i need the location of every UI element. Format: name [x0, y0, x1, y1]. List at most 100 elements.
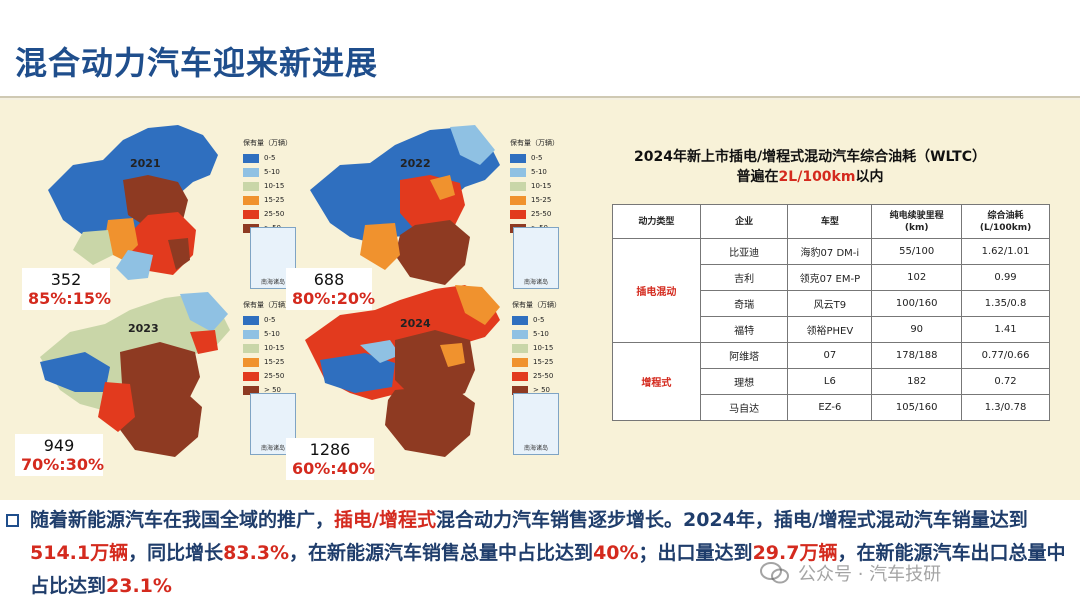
inset-label: 南海诸岛 [260, 279, 285, 286]
table-cell: 1.35/0.8 [961, 290, 1050, 317]
legend-item: 5-10 [510, 165, 580, 179]
table-cell: 55/100 [871, 238, 963, 265]
legend-label: 10-15 [531, 182, 552, 190]
south-china-sea-inset: 南海诸岛 [250, 227, 296, 289]
stat-box-2023: 949 70%:30% [15, 434, 104, 476]
summary-paragraph: 随着新能源汽车在我国全域的推广，插电/增程式混合动力汽车销售逐步增长。2024年… [30, 509, 1066, 597]
table-cell: 比亚迪 [699, 238, 789, 265]
legend-label: 10-15 [533, 344, 554, 352]
inset-label: 南海诸岛 [523, 279, 548, 286]
table-cell: 1.41 [961, 316, 1050, 343]
china-map-2023 [40, 292, 230, 457]
legend-label: 25-50 [533, 372, 554, 380]
legend-title: 保有量（万辆） [243, 139, 292, 147]
map-panel-2022: 2022 [300, 125, 540, 325]
table-row: 福特 领裕PHEV 90 1.41 [613, 316, 1050, 343]
china-map-2022 [310, 125, 500, 285]
legend-label: 5-10 [533, 330, 549, 338]
table-cell: EZ-6 [787, 394, 873, 421]
legend-item: 10-15 [243, 341, 313, 355]
legend-label: 25-50 [264, 372, 285, 380]
legend-label: 5-10 [264, 330, 280, 338]
legend-item: 5-10 [243, 327, 313, 341]
map-year-label: 2022 [400, 157, 431, 170]
table-row: 理想 L6 182 0.72 [613, 368, 1050, 395]
table-row: 插电混动 比亚迪 海豹07 DM-i 55/100 1.62/1.01 [612, 238, 1050, 343]
china-map-2024 [305, 285, 500, 457]
watermark-text: 公众号 · 汽车技研 [798, 564, 942, 585]
square-bullet-icon [6, 514, 19, 527]
table-cell: 吉利 [699, 264, 789, 291]
legend-label: 25-50 [264, 210, 285, 218]
stat-box-2022: 688 80%:20% [286, 268, 375, 310]
legend-item: 5-10 [512, 327, 582, 341]
map-year-label: 2024 [400, 317, 431, 330]
legend-label: 15-25 [264, 196, 285, 204]
stat-ratio: 70%:30% [21, 455, 104, 474]
page-title: 混合动力汽车迎来新进展 [15, 44, 379, 82]
table-header: 车型 [787, 204, 873, 239]
legend-item: 0-5 [512, 313, 582, 327]
china-map-2021 [48, 125, 218, 280]
legend-label: > 50 [533, 386, 550, 394]
map-panel-2021: 2021 [28, 120, 328, 320]
table-cell: 0.77/0.66 [961, 342, 1050, 369]
inset-label: 南海诸岛 [260, 445, 285, 452]
group-cell: 增程式 [612, 342, 701, 421]
legend-title: 保有量（万辆） [243, 301, 292, 309]
table-cell: 理想 [699, 368, 789, 395]
table-row: 奇瑞 风云T9 100/160 1.35/0.8 [613, 290, 1050, 317]
stat-ratio: 60%:40% [292, 459, 375, 478]
legend-item: 25-50 [510, 207, 580, 221]
legend-item: 0-5 [510, 151, 580, 165]
legend-item: 10-15 [243, 179, 313, 193]
legend-label: 15-25 [264, 358, 285, 366]
table-cell: 178/188 [871, 342, 963, 369]
content-area: 2021 2022 2023 [0, 100, 1080, 500]
legend-label: 0-5 [264, 154, 276, 162]
legend-label: 5-10 [264, 168, 280, 176]
wechat-icon [760, 562, 789, 584]
stat-count: 949 [43, 436, 75, 455]
map-year-label: 2021 [130, 157, 161, 170]
south-china-sea-inset: 南海诸岛 [513, 227, 559, 289]
group-cell: 插电混动 [612, 238, 701, 343]
legend-label: 0-5 [264, 316, 276, 324]
watermark: 公众号 · 汽车技研 [760, 560, 941, 586]
legend-label: 0-5 [533, 316, 545, 324]
table-cell: 07 [787, 342, 873, 369]
legend-item: 5-10 [243, 165, 313, 179]
legend-title: 保有量（万辆） [510, 139, 559, 147]
legend-item: 10-15 [512, 341, 582, 355]
table-cell: 领裕PHEV [787, 316, 873, 343]
legend-2023: 保有量（万辆） 0-5 5-10 10-15 15-25 25-50 > 50 [243, 300, 313, 397]
legend-label: 10-15 [264, 344, 285, 352]
legend-2021: 保有量（万辆） 0-5 5-10 10-15 15-25 25-50 > 50 [243, 138, 313, 235]
table-row: 增程式 阿维塔 07 178/188 0.77/0.66 [612, 342, 1050, 421]
legend-item: 15-25 [512, 355, 582, 369]
legend-item: 25-50 [512, 369, 582, 383]
legend-2022: 保有量（万辆） 0-5 5-10 10-15 15-25 25-50 > 50 [510, 138, 580, 235]
table-header-row: 动力类型 企业 车型 纯电续驶里程 (km) 综合油耗 (L/100km) [612, 204, 1050, 239]
table-cell: 奇瑞 [699, 290, 789, 317]
table-cell: 领克07 EM-P [787, 264, 873, 291]
stat-box-2021: 352 85%:15% [22, 268, 111, 310]
table-cell: 1.62/1.01 [961, 238, 1050, 265]
table-cell: 100/160 [871, 290, 963, 317]
stat-box-2024: 1286 60%:40% [286, 438, 375, 480]
legend-item: 25-50 [243, 369, 313, 383]
table-cell: 风云T9 [787, 290, 873, 317]
table-header: 企业 [699, 204, 789, 239]
legend-label: > 50 [264, 386, 281, 394]
legend-2024: 保有量（万辆） 0-5 5-10 10-15 15-25 25-50 > 50 [512, 300, 582, 397]
table-title-line1: 2024年新上市插电/增程式混动汽车综合油耗（WLTC） [634, 149, 986, 165]
legend-label: 15-25 [531, 196, 552, 204]
table-cell: 1.3/0.78 [961, 394, 1050, 421]
stat-count: 352 [50, 270, 82, 289]
table-cell: 阿维塔 [699, 342, 789, 369]
table-title-line2: 普遍在2L/100km以内 [736, 169, 884, 185]
table-header: 纯电续驶里程 (km) [871, 204, 963, 239]
legend-label: 15-25 [533, 358, 554, 366]
legend-item: 10-15 [510, 179, 580, 193]
table-cell: 90 [871, 316, 963, 343]
